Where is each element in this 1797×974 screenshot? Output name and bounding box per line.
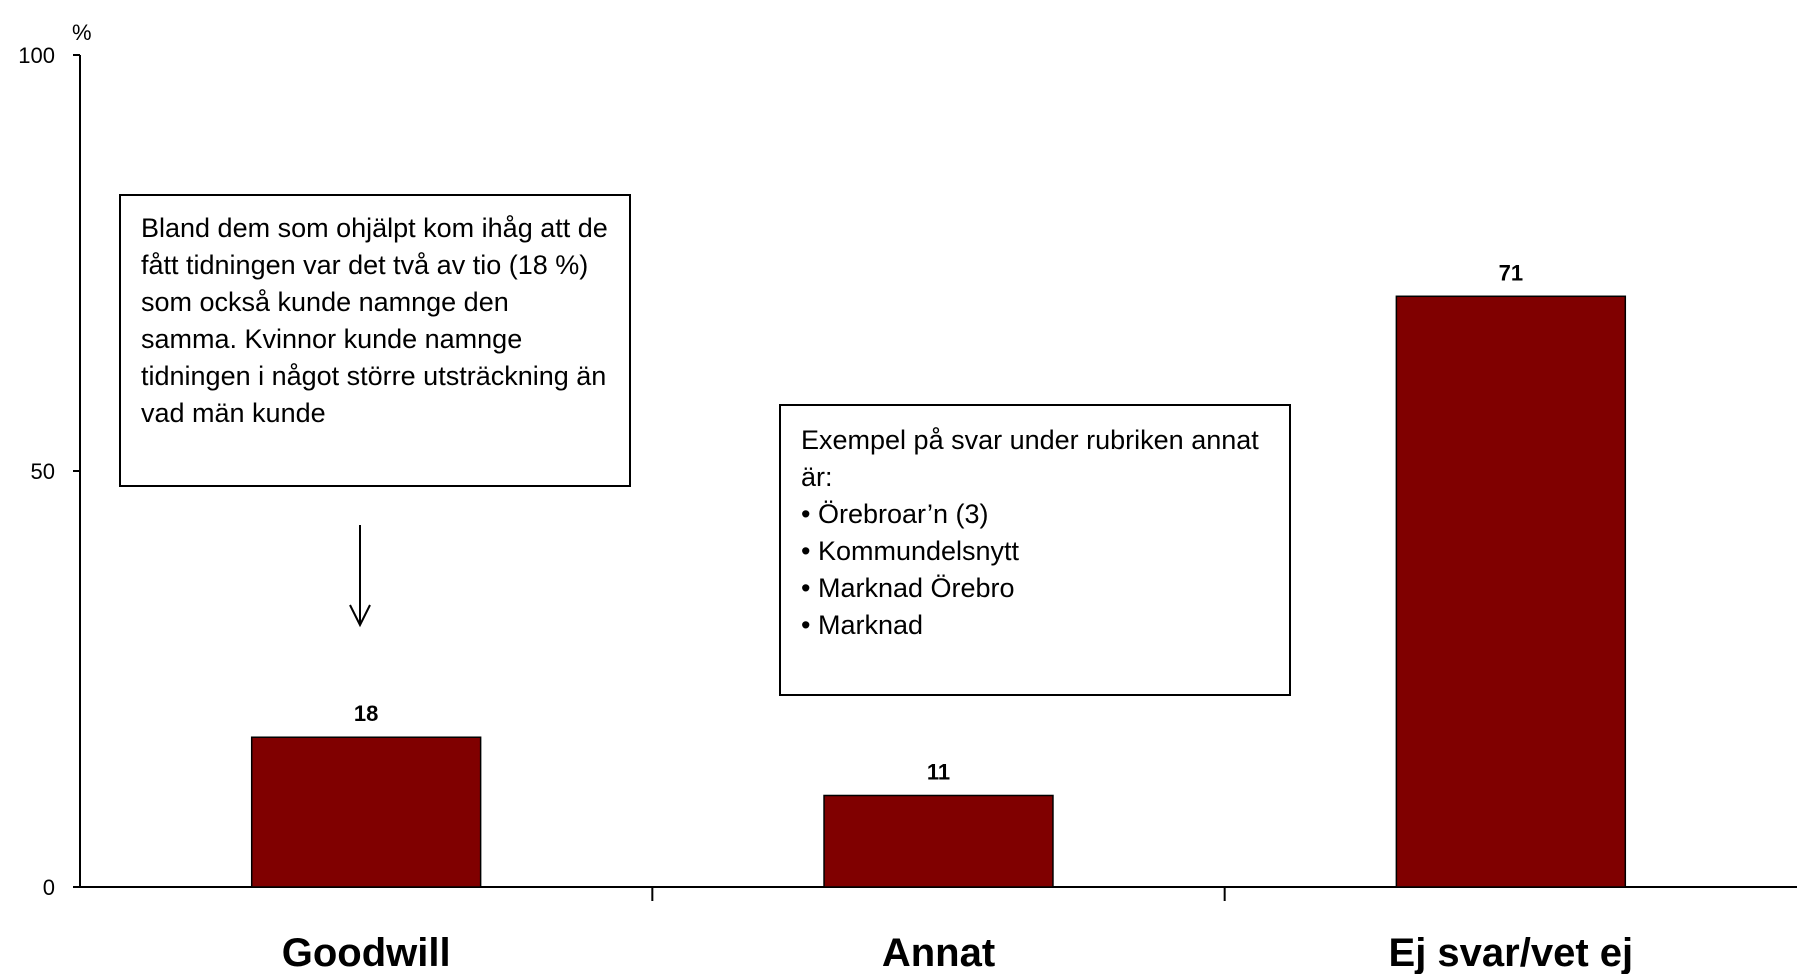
x-category-label: Annat xyxy=(882,931,995,974)
arrow-annotation xyxy=(349,525,371,628)
y-tick-label: 100 xyxy=(18,43,55,68)
bar-value-label: 11 xyxy=(927,759,950,784)
bar xyxy=(250,736,482,888)
x-category-label: Goodwill xyxy=(282,931,451,974)
annat-note-item: Marknad xyxy=(801,607,1271,644)
y-tick-label: 0 xyxy=(43,875,55,900)
y-axis-unit-label: % xyxy=(72,20,92,45)
chart-labels: 0 50 100% 18 Goodwill 11 Annat 71 Ej svar/vet ej xyxy=(18,20,1633,974)
bar xyxy=(1395,295,1627,888)
bar-value-label: 71 xyxy=(1499,260,1523,285)
arrow-head xyxy=(349,604,371,628)
annat-note-list: Örebroar’n (3) Kommundelsnytt Marknad Ör… xyxy=(801,496,1271,644)
chart-bars xyxy=(250,295,1627,888)
goodwill-note-text: Bland dem som ohjälpt kom ihåg att de få… xyxy=(141,213,608,428)
y-tick-label: 50 xyxy=(31,459,55,484)
annat-note-item: Marknad Örebro xyxy=(801,570,1271,607)
annat-note-item: Kommundelsnytt xyxy=(801,533,1271,570)
bar-value-label: 18 xyxy=(354,701,378,726)
goodwill-note-box: Bland dem som ohjälpt kom ihåg att de få… xyxy=(119,194,631,487)
x-category-label: Ej svar/vet ej xyxy=(1389,931,1634,974)
annat-note-box: Exempel på svar under rubriken annat är:… xyxy=(779,404,1291,696)
annat-note-item: Örebroar’n (3) xyxy=(801,496,1271,533)
annat-note-intro: Exempel på svar under rubriken annat är: xyxy=(801,425,1259,492)
bar xyxy=(823,794,1054,888)
